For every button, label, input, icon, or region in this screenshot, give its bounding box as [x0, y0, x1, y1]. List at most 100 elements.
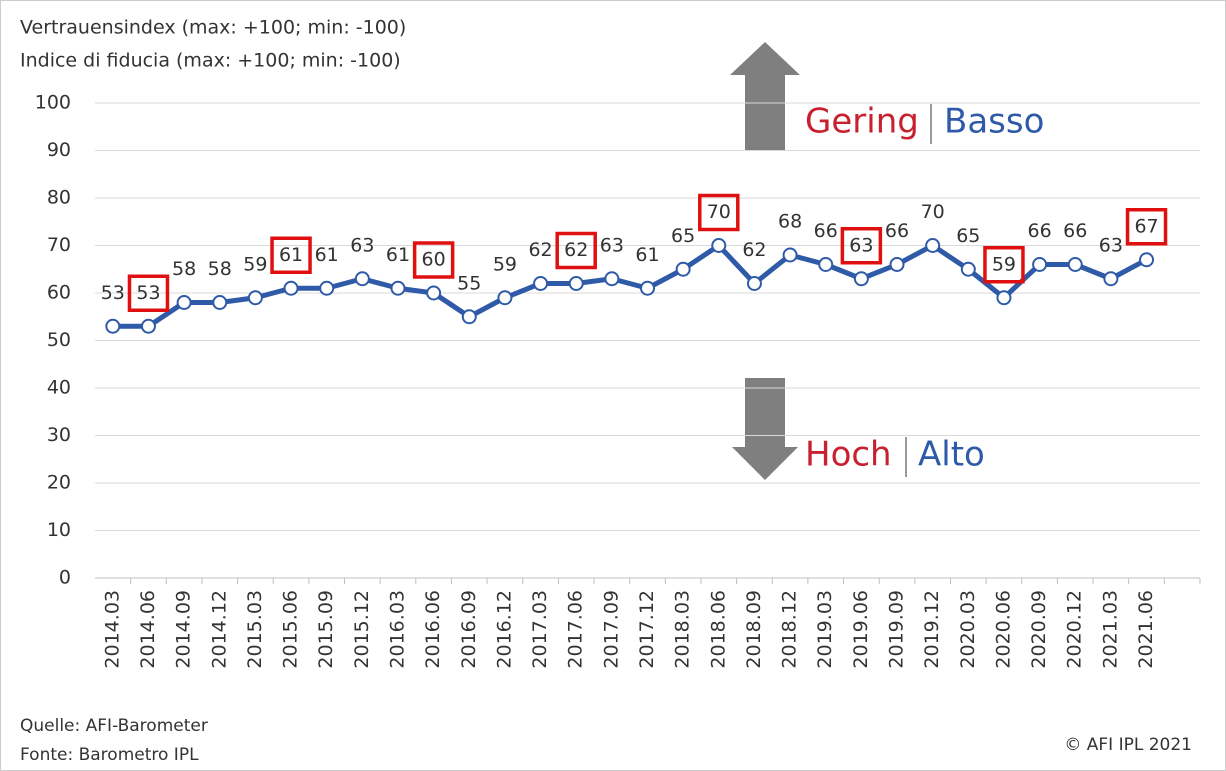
data-label: 61 [315, 244, 339, 266]
data-label: 60 [422, 249, 446, 271]
data-label: 59 [992, 253, 1016, 275]
data-label: 62 [742, 239, 766, 261]
point [889, 257, 905, 272]
x-tick-label: 2017.06 [565, 590, 587, 669]
data-label: 59 [243, 253, 267, 275]
point [960, 261, 976, 277]
x-tick-label: 2020.09 [1028, 590, 1050, 669]
up-arrow [730, 42, 800, 150]
y-tick-label: 90 [47, 139, 71, 161]
point [818, 257, 834, 272]
x-tick-label: 2015.12 [351, 590, 373, 669]
point [105, 318, 121, 334]
point [140, 318, 156, 334]
data-label: 68 [778, 211, 802, 233]
point [354, 271, 370, 287]
point [675, 261, 691, 277]
x-tick-label: 2017.12 [636, 590, 658, 669]
y-tick-label: 50 [47, 329, 71, 351]
x-tick-label: 2021.06 [1135, 590, 1157, 669]
y-tick-label: 80 [47, 187, 71, 209]
point [1067, 257, 1083, 272]
point [533, 276, 549, 291]
highlight-box [127, 274, 170, 312]
highlight-box [412, 241, 455, 279]
data-label: 70 [921, 201, 945, 223]
x-tick-label: 2020.06 [992, 590, 1014, 669]
data-label: 62 [564, 239, 588, 261]
point [426, 285, 442, 301]
y-tick-label: 30 [47, 424, 71, 446]
x-tick-label: 2017.03 [529, 590, 551, 669]
highlight-box [698, 193, 740, 232]
x-tick-label: 2016.03 [386, 590, 408, 669]
point [604, 271, 620, 287]
point [176, 295, 192, 310]
x-tick-label: 2014.06 [137, 590, 159, 669]
point [925, 238, 941, 253]
data-label: 70 [707, 201, 731, 223]
point [746, 276, 762, 291]
data-label: 63 [350, 234, 374, 256]
highlight-box [1125, 208, 1168, 246]
x-tick-label: 2018.12 [779, 590, 801, 669]
data-label: 58 [208, 258, 232, 280]
y-tick-label: 60 [47, 282, 71, 304]
point [212, 295, 228, 310]
point [1032, 257, 1048, 272]
x-tick-label: 2019.09 [886, 590, 908, 669]
data-label: 58 [172, 258, 196, 280]
data-label: 66 [814, 220, 838, 242]
chart-subtitle: Indice di fiducia (max: +100; min: -100) [20, 50, 401, 72]
point [1139, 252, 1155, 268]
data-label: 59 [493, 253, 517, 275]
point [247, 290, 263, 306]
data-label: 63 [600, 234, 624, 256]
point [711, 238, 727, 253]
highlight-box [555, 231, 597, 270]
x-tick-label: 2019.12 [921, 590, 943, 669]
point [497, 290, 513, 306]
data-label: 61 [279, 244, 303, 266]
data-label: 61 [635, 244, 659, 266]
y-tick-label: 100 [35, 92, 71, 114]
source: Fonte: Barometro IPL [20, 745, 199, 765]
point [390, 280, 406, 296]
y-tick-label: 20 [47, 472, 71, 494]
point [568, 276, 584, 291]
copyright: © AFI IPL 2021 [1064, 735, 1192, 755]
x-tick-label: 2019.03 [814, 590, 836, 669]
x-tick-label: 2014.03 [101, 590, 123, 669]
annotation: Hoch [805, 435, 892, 475]
data-label: 66 [1063, 220, 1087, 242]
x-tick-label: 2015.06 [280, 590, 302, 669]
point [853, 271, 869, 287]
x-tick-label: 2018.03 [672, 590, 694, 669]
point [996, 290, 1012, 306]
x-tick-label: 2017.09 [600, 590, 622, 669]
highlight-box [840, 227, 883, 265]
x-tick-label: 2014.09 [173, 590, 195, 669]
data-label: 53 [101, 282, 125, 304]
y-tick-label: 10 [47, 519, 71, 541]
annotation: Alto [918, 435, 985, 475]
x-tick-label: 2016.12 [493, 590, 515, 669]
x-tick-label: 2014.12 [208, 590, 230, 669]
data-label: 65 [956, 225, 980, 247]
data-label: 65 [671, 225, 695, 247]
highlight-box [983, 246, 1025, 284]
data-label: 67 [1134, 215, 1158, 237]
point [461, 309, 477, 325]
data-label: 66 [885, 220, 909, 242]
data-label: 62 [528, 239, 552, 261]
x-tick-label: 2021.03 [1099, 590, 1121, 669]
point [1103, 271, 1119, 287]
x-tick-label: 2016.06 [422, 590, 444, 669]
data-label: 61 [386, 244, 410, 266]
data-label: 63 [1099, 234, 1123, 256]
x-tick-label: 2015.03 [244, 590, 266, 669]
highlight-box [270, 236, 312, 274]
y-tick-label: 40 [47, 377, 71, 399]
x-tick-label: 2018.06 [707, 590, 729, 669]
